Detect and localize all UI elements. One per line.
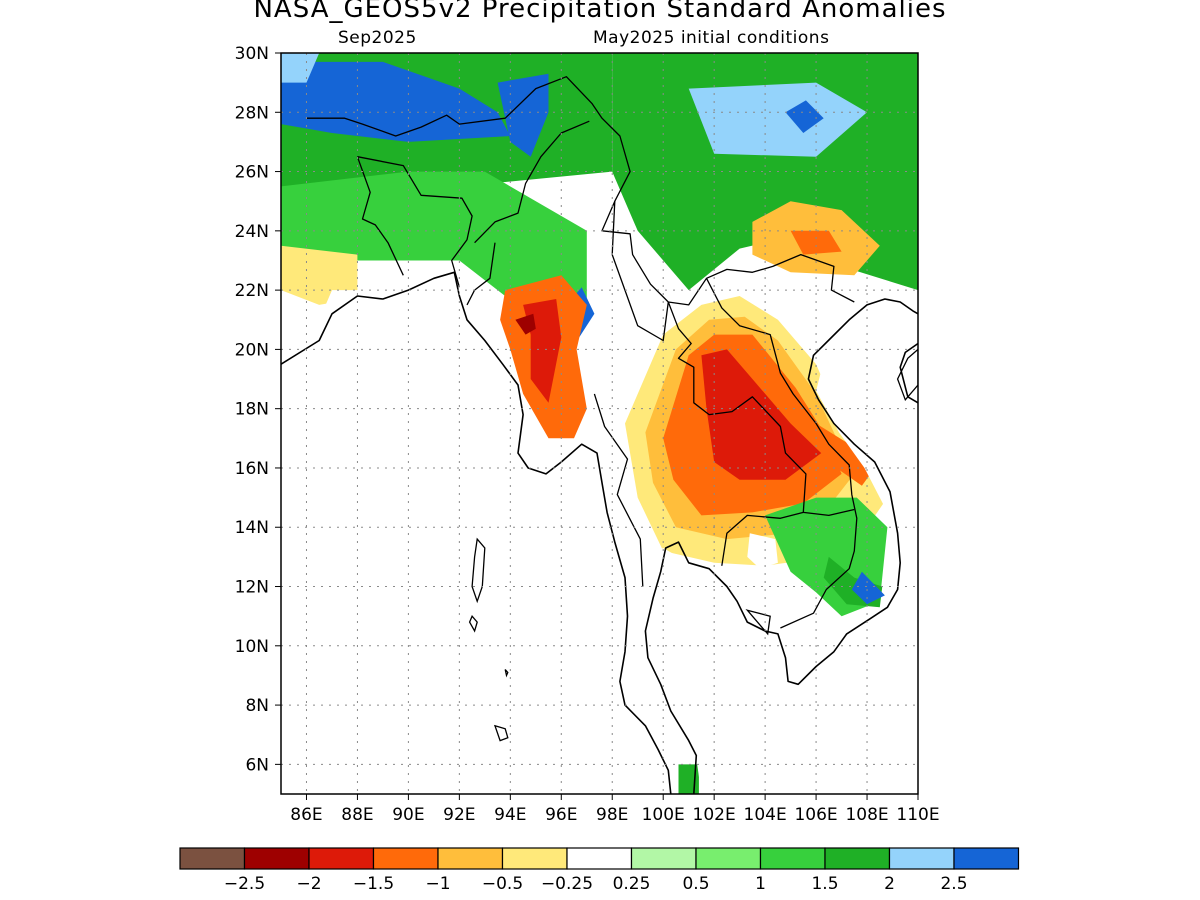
colorbar-swatch [953, 847, 1020, 870]
country-border [466, 242, 496, 306]
island-outline [468, 614, 478, 633]
y-tick-label: 22N [235, 281, 269, 301]
coastline-border-layer [281, 76, 918, 794]
x-tick-label: 100E [642, 805, 685, 825]
colorbar-swatch [372, 847, 439, 870]
country-border [593, 393, 644, 587]
anomaly-area [816, 423, 875, 486]
colorbar-swatch [501, 847, 568, 870]
anomaly-fill-layer [281, 53, 918, 794]
colorbar-label: 2.5 [940, 874, 967, 894]
grid-lines [281, 53, 918, 794]
x-tick-label: 92E [443, 805, 475, 825]
y-tick-label: 28N [235, 103, 269, 123]
x-tick-label: 90E [392, 805, 424, 825]
colorbar-swatch [308, 847, 375, 870]
colorbar-swatch [630, 847, 697, 870]
anomaly-area [785, 100, 824, 133]
anomaly-area [701, 349, 822, 480]
colorbar-label: −2.5 [224, 874, 265, 894]
coastline [899, 342, 918, 404]
country-border [611, 201, 669, 342]
country-border [667, 301, 807, 566]
island-outline [745, 609, 771, 636]
country-border [705, 278, 858, 629]
island-outline [896, 348, 918, 402]
colorbar-swatch [179, 847, 246, 870]
island-outline [493, 724, 509, 742]
colorbar-label: −0.5 [482, 874, 523, 894]
colorbar-label: 2 [884, 874, 895, 894]
colorbar-swatch [759, 847, 826, 870]
map-title: NASA_GEOS5v2 Precipitation Standard Anom… [253, 0, 947, 24]
ocean-mask [747, 533, 778, 569]
y-tick-label: 14N [235, 518, 269, 538]
y-tick-label: 12N [235, 578, 269, 598]
x-tick-label: 88E [341, 805, 373, 825]
colorbar-label: −0.25 [541, 874, 593, 894]
colorbar-swatch [824, 847, 891, 870]
anomaly-area [688, 82, 867, 157]
country-border [803, 508, 855, 517]
x-tick-label: 98E [596, 805, 628, 825]
anomaly-area [281, 61, 511, 142]
y-tick-label: 16N [235, 459, 269, 479]
colorbar-swatch [695, 847, 762, 870]
coastline [281, 271, 672, 794]
y-tick-label: 26N [235, 163, 269, 183]
colorbar-swatch [437, 847, 504, 870]
x-tick-label: 96E [545, 805, 577, 825]
x-tick-label: 108E [845, 805, 888, 825]
x-tick-label: 110E [896, 805, 939, 825]
y-tick-label: 24N [235, 222, 269, 242]
colorbar-swatch [566, 847, 633, 870]
valid-month-label: Sep2025 [338, 28, 417, 48]
island-outline [504, 669, 509, 678]
x-tick-label: 104E [744, 805, 787, 825]
country-border [356, 156, 404, 276]
colorbar: −2.5 −2 −1.5 −1 −0.5 −0.25 0.25 0.5 1 1.5 2 2.5 [179, 847, 1020, 894]
coastline [644, 298, 918, 794]
y-tick-label: 20N [235, 340, 269, 360]
colorbar-label: 1 [755, 874, 766, 894]
colorbar-swatch [888, 847, 955, 870]
colorbar-label: −1.5 [353, 874, 394, 894]
latitude-axis: 6N 8N 10N 12N 14N 16N 18N 20N 22N 24N 26N 28N 30N [235, 44, 281, 775]
y-tick-label: 8N [245, 696, 269, 716]
ocean-mask [637, 527, 918, 794]
y-tick-label: 6N [245, 755, 269, 775]
y-tick-label: 18N [235, 400, 269, 420]
island-outline [471, 537, 486, 604]
x-tick-label: 102E [693, 805, 736, 825]
x-tick-label: 94E [494, 805, 526, 825]
y-tick-label: 30N [235, 44, 269, 64]
anomaly-area [281, 171, 587, 320]
anomaly-area [281, 53, 320, 83]
initial-conditions-label: May2025 initial conditions [593, 28, 830, 48]
colorbar-swatch [243, 847, 310, 870]
country-border [357, 156, 473, 288]
longitude-axis: 86E 88E 90E 92E 94E 96E 98E 100E 102E 104E 106E 108… [290, 794, 940, 825]
y-tick-label: 10N [235, 637, 269, 657]
colorbar-label: 0.25 [613, 874, 651, 894]
x-tick-label: 106E [794, 805, 837, 825]
colorbar-label: −1 [425, 874, 450, 894]
ocean-mask [281, 281, 671, 794]
colorbar-label: 0.5 [682, 874, 709, 894]
anomaly-area [851, 571, 885, 605]
colorbar-label: 1.5 [811, 874, 838, 894]
anomaly-area [515, 313, 536, 335]
anomaly-area [790, 230, 842, 255]
colorbar-label: −2 [296, 874, 321, 894]
x-tick-label: 86E [290, 805, 322, 825]
plot-frame [280, 52, 919, 795]
